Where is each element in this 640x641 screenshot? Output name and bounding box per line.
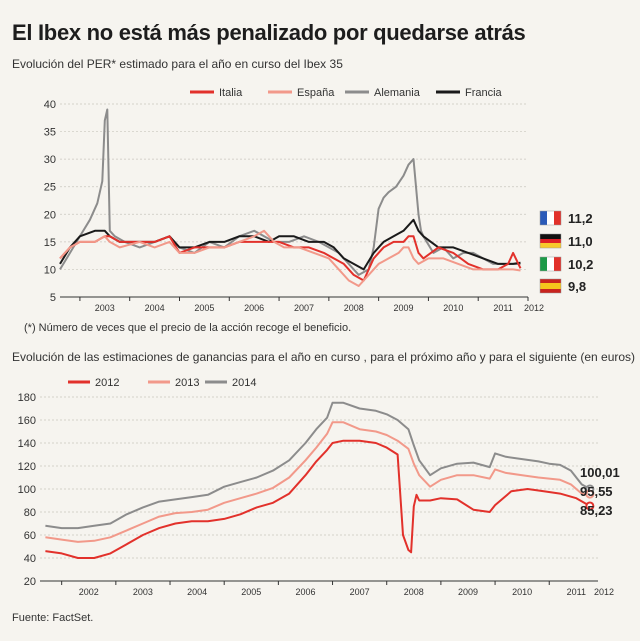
page-title: El Ibex no está más penalizado por queda… <box>12 20 526 45</box>
x-tick-label: 2003 <box>133 587 153 597</box>
flag-stripe <box>540 239 561 243</box>
x-tick-label: 2012 <box>594 587 614 597</box>
x-tick-label: 2002 <box>79 587 99 597</box>
flag-stripe <box>540 234 561 239</box>
y-tick-label: 5 <box>50 292 56 304</box>
y-tick-label: 60 <box>24 530 36 542</box>
legend-label: 2012 <box>95 377 119 389</box>
y-tick-label: 10 <box>44 264 56 276</box>
x-tick-label: 2007 <box>294 303 314 313</box>
x-tick-label: 2003 <box>95 303 115 313</box>
x-tick-label: 2005 <box>241 587 261 597</box>
x-tick-label: 2006 <box>295 587 315 597</box>
end-value-label: 85,23 <box>580 503 613 518</box>
flag-germany-icon <box>539 233 562 249</box>
y-tick-label: 15 <box>44 237 56 249</box>
y-tick-label: 80 <box>24 507 36 519</box>
y-tick-label: 40 <box>24 553 36 565</box>
legend-label: Alemania <box>374 87 421 99</box>
x-tick-label: 2011 <box>493 303 512 313</box>
x-tick-label: 2007 <box>350 587 370 597</box>
x-tick-label: 2010 <box>443 303 463 313</box>
y-tick-label: 20 <box>44 209 56 221</box>
flag-stripe <box>540 289 561 293</box>
y-tick-label: 180 <box>18 392 36 404</box>
x-tick-label: 2006 <box>244 303 264 313</box>
flag-stripe <box>540 283 561 289</box>
x-tick-label: 2009 <box>394 303 414 313</box>
series-line-2013 <box>45 421 590 543</box>
earnings-chart-subtitle: Evolución de las estimaciones de gananci… <box>12 350 636 364</box>
x-tick-label: 2009 <box>458 587 478 597</box>
legend-label: 2013 <box>175 377 199 389</box>
y-tick-label: 35 <box>44 127 56 139</box>
y-tick-label: 25 <box>44 182 56 194</box>
legend-label: Italia <box>219 87 243 99</box>
y-tick-label: 120 <box>18 461 36 473</box>
end-value-label: 11,0 <box>568 234 593 249</box>
flag-stripe <box>540 211 547 225</box>
flag-border <box>539 256 562 272</box>
flag-border <box>539 278 562 294</box>
end-value-label: 10,2 <box>568 257 593 272</box>
legend-label: España <box>297 87 335 99</box>
x-tick-label: 2005 <box>194 303 214 313</box>
series-end-marker <box>585 489 595 499</box>
flag-stripe <box>547 257 554 271</box>
flag-stripe <box>554 211 561 225</box>
flag-border <box>539 210 562 226</box>
y-tick-label: 100 <box>18 484 36 496</box>
y-tick-label: 20 <box>24 576 36 588</box>
x-tick-label: 2012 <box>524 303 544 313</box>
series-line-2012 <box>45 439 591 559</box>
x-tick-label: 2010 <box>512 587 532 597</box>
x-tick-label: 2011 <box>567 587 586 597</box>
flag-stripe <box>547 211 554 225</box>
end-value-label: 100,01 <box>580 465 620 480</box>
series-end-marker <box>585 501 595 511</box>
flag-spain-icon <box>539 278 562 294</box>
x-tick-label: 2004 <box>145 303 165 313</box>
legend-label: 2014 <box>232 377 256 389</box>
series-line-italia <box>59 235 522 282</box>
y-tick-label: 160 <box>18 415 36 427</box>
per-footnote: (*) Número de veces que el precio de la … <box>24 322 352 334</box>
flag-italy-icon <box>539 256 562 272</box>
x-tick-label: 2008 <box>404 587 424 597</box>
flag-stripe <box>554 257 561 271</box>
per-chart: 5 10 15 20 25 30 35 40 2003 2004 2005 2006 2007 2008 2… <box>44 87 594 313</box>
x-tick-label: 2008 <box>344 303 364 313</box>
end-value-label: 95,55 <box>580 484 613 499</box>
source-note: Fuente: FactSet. <box>12 612 94 624</box>
flag-stripe <box>540 243 561 248</box>
flag-france-icon <box>539 210 562 226</box>
legend-label: Francia <box>465 87 503 99</box>
series-line-alemania <box>59 108 521 276</box>
end-value-label: 9,8 <box>568 279 586 294</box>
series-line-2014 <box>45 401 591 530</box>
flag-stripe <box>540 279 561 283</box>
y-tick-label: 40 <box>44 99 56 111</box>
flag-border <box>539 233 562 249</box>
y-tick-label: 140 <box>18 438 36 450</box>
per-chart-subtitle: Evolución del PER* estimado para el año … <box>12 57 343 71</box>
earnings-chart: 20 40 60 80 100 120 140 160 180 2002 2003 2004 2005 2… <box>18 377 620 597</box>
flag-stripe <box>540 257 547 271</box>
series-line-españa <box>59 229 521 287</box>
y-tick-label: 30 <box>44 154 56 166</box>
x-tick-label: 2004 <box>187 587 207 597</box>
end-value-label: 11,2 <box>568 211 593 226</box>
